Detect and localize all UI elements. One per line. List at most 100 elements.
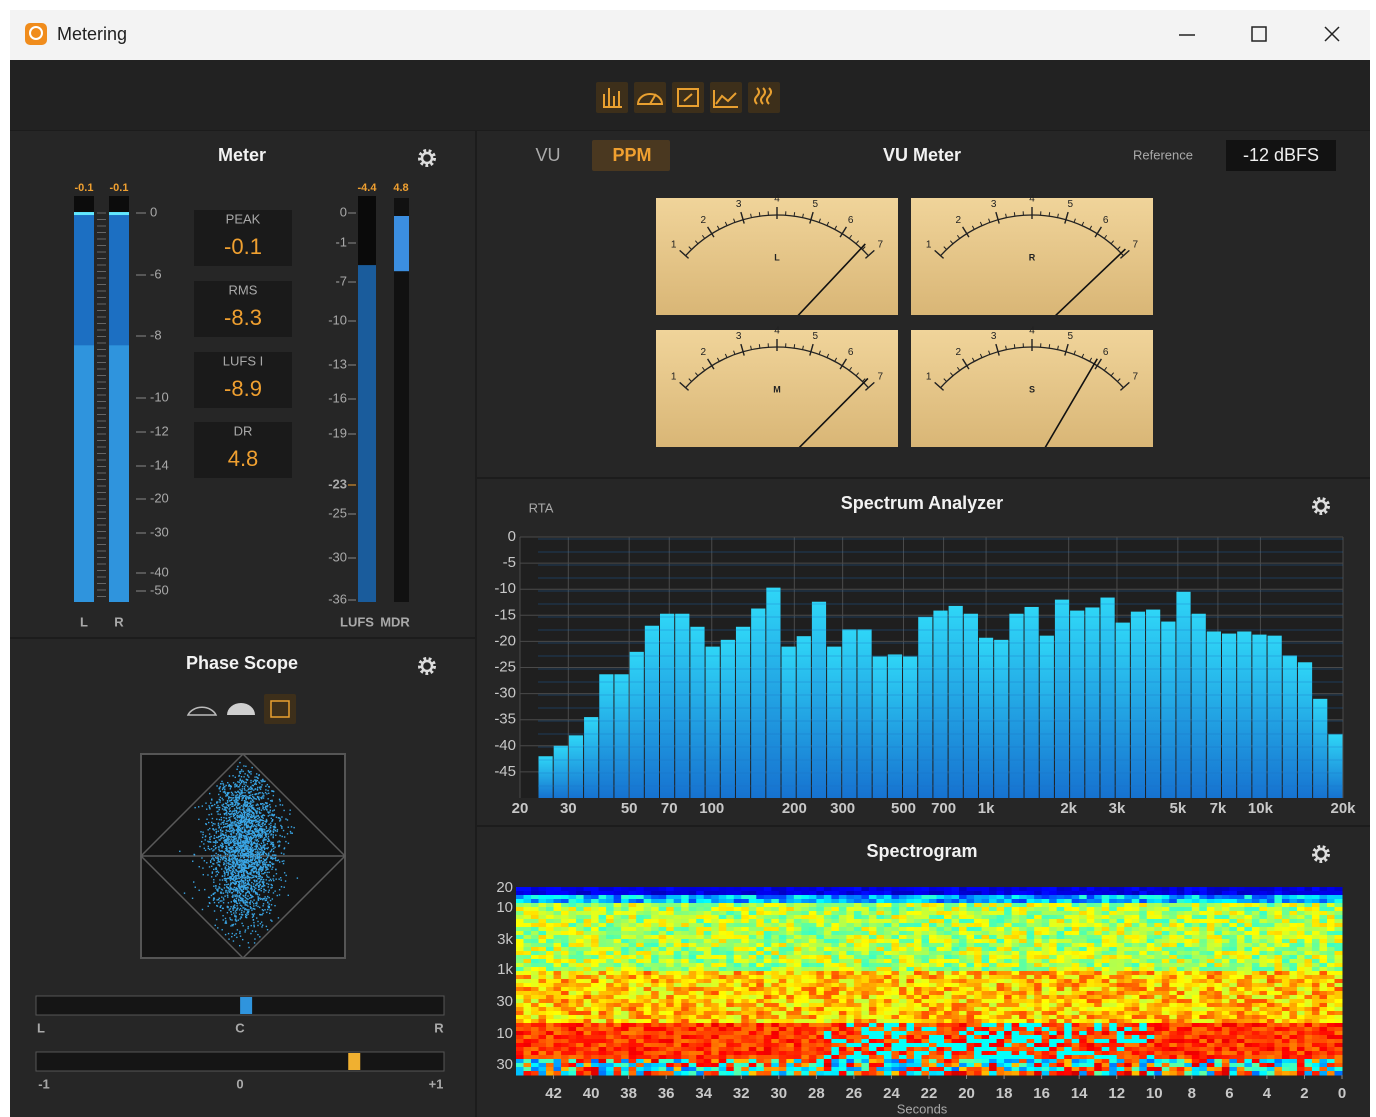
- phase-point: [250, 826, 253, 828]
- spectrogram-cell: [748, 915, 757, 920]
- vu-view-button[interactable]: [634, 82, 666, 113]
- spectrogram-cell: [1011, 887, 1020, 892]
- spectrogram-cell: [951, 911, 960, 916]
- spectrum-bar: [994, 639, 1009, 798]
- phase-point: [244, 841, 246, 844]
- close-button[interactable]: [1324, 26, 1340, 42]
- phase-point: [264, 829, 266, 831]
- settings-button[interactable]: [1312, 497, 1330, 515]
- spectrogram-cell: [1161, 927, 1170, 932]
- scope-mode-lissajous[interactable]: [264, 694, 296, 724]
- phase-point: [267, 908, 269, 911]
- lufs-scale-label: -36: [328, 591, 347, 606]
- spectrogram-cell: [606, 943, 615, 948]
- phase-point: [263, 831, 266, 833]
- phase-point: [262, 822, 265, 824]
- phase-point: [245, 832, 247, 834]
- spectrogram-cell: [696, 935, 705, 940]
- phase-point: [224, 877, 227, 880]
- phase-point: [259, 875, 261, 877]
- spectrum-bar: [1070, 610, 1085, 798]
- phase-point: [241, 869, 243, 871]
- vu-scale-label: 3: [736, 331, 742, 342]
- phase-point: [259, 786, 261, 788]
- spectrogram-cell: [1229, 903, 1238, 908]
- phase-point: [227, 824, 229, 827]
- phase-point: [256, 883, 258, 886]
- spectrogram-cell: [959, 927, 968, 932]
- meter-view-button[interactable]: [596, 82, 628, 113]
- spectrogram-cell: [1191, 919, 1200, 924]
- phase-point: [257, 822, 259, 824]
- phase-point: [263, 889, 266, 891]
- settings-button[interactable]: [418, 657, 436, 675]
- spectrogram-cell: [1019, 923, 1028, 928]
- phase-point: [271, 848, 273, 851]
- phase-point: [272, 794, 275, 797]
- spectrogram-cell: [1274, 887, 1283, 892]
- spectrogram-cell: [1124, 927, 1133, 932]
- phase-point: [239, 778, 241, 780]
- spectrogram-cell: [591, 943, 600, 948]
- phase-point: [219, 844, 222, 846]
- mode-tab[interactable]: VU: [535, 145, 560, 165]
- mode-tab[interactable]: PPM: [612, 145, 651, 165]
- phase-point: [238, 791, 240, 794]
- spectrogram-cell: [1049, 895, 1058, 900]
- phase-point: [275, 805, 277, 807]
- spectrogram-cell: [651, 943, 660, 948]
- spectrogram-cell: [1064, 911, 1073, 916]
- reference-box[interactable]: [1226, 140, 1336, 171]
- phase-point: [232, 775, 234, 777]
- phase-point: [224, 839, 227, 841]
- spectrogram-cell: [613, 939, 622, 944]
- settings-button[interactable]: [418, 149, 436, 167]
- phase-point: [265, 827, 268, 829]
- phase-point: [234, 890, 237, 892]
- spectrogram-view-button[interactable]: [748, 82, 780, 113]
- spectrogram-cell: [876, 899, 885, 904]
- phase-point: [232, 890, 235, 892]
- spectrogram-cell: [591, 899, 600, 904]
- spectrogram-cell: [561, 919, 570, 924]
- spectrogram-cell: [1049, 931, 1058, 936]
- spectrogram-cell: [846, 911, 855, 916]
- phase-point: [234, 801, 236, 803]
- spectrogram-cell: [613, 915, 622, 920]
- settings-button[interactable]: [1312, 845, 1330, 863]
- phase-point: [257, 777, 259, 780]
- correlation-label: -1: [38, 1076, 50, 1091]
- scope-mode-polar[interactable]: [227, 703, 255, 715]
- spectrogram-cell: [989, 923, 998, 928]
- balance-label: C: [235, 1020, 245, 1035]
- spectrogram-cell: [921, 903, 930, 908]
- vu-minor-tick: [1110, 372, 1115, 377]
- scope-mode-half[interactable]: [186, 706, 218, 716]
- spectrogram-cell: [673, 923, 682, 928]
- maximize-button[interactable]: [1251, 26, 1267, 42]
- phase-point: [229, 890, 231, 892]
- phase-point: [248, 892, 251, 894]
- phase-point: [234, 880, 236, 882]
- phase-point: [244, 904, 246, 906]
- spectrum-view-button[interactable]: [710, 82, 742, 113]
- spectrogram-cell: [553, 947, 562, 952]
- phase-point: [233, 876, 235, 879]
- spectrogram-cell: [741, 895, 750, 900]
- phase-point: [215, 847, 217, 849]
- spectrogram-cell: [1131, 915, 1140, 920]
- meter-title: Meter: [218, 145, 266, 165]
- phase-point: [229, 877, 231, 880]
- phase-point: [239, 885, 241, 887]
- spectrogram-cell: [1131, 939, 1140, 944]
- phase-point: [229, 908, 231, 910]
- spectrogram-cell: [1326, 907, 1335, 912]
- spectrogram-cell: [538, 911, 547, 916]
- phase-point: [287, 842, 290, 844]
- phase-point: [249, 864, 251, 867]
- spectrogram-cell: [1289, 915, 1298, 920]
- spectrogram-cell: [568, 923, 577, 928]
- phase-point: [226, 853, 229, 856]
- phase-point: [262, 840, 264, 842]
- phase-point: [250, 853, 253, 856]
